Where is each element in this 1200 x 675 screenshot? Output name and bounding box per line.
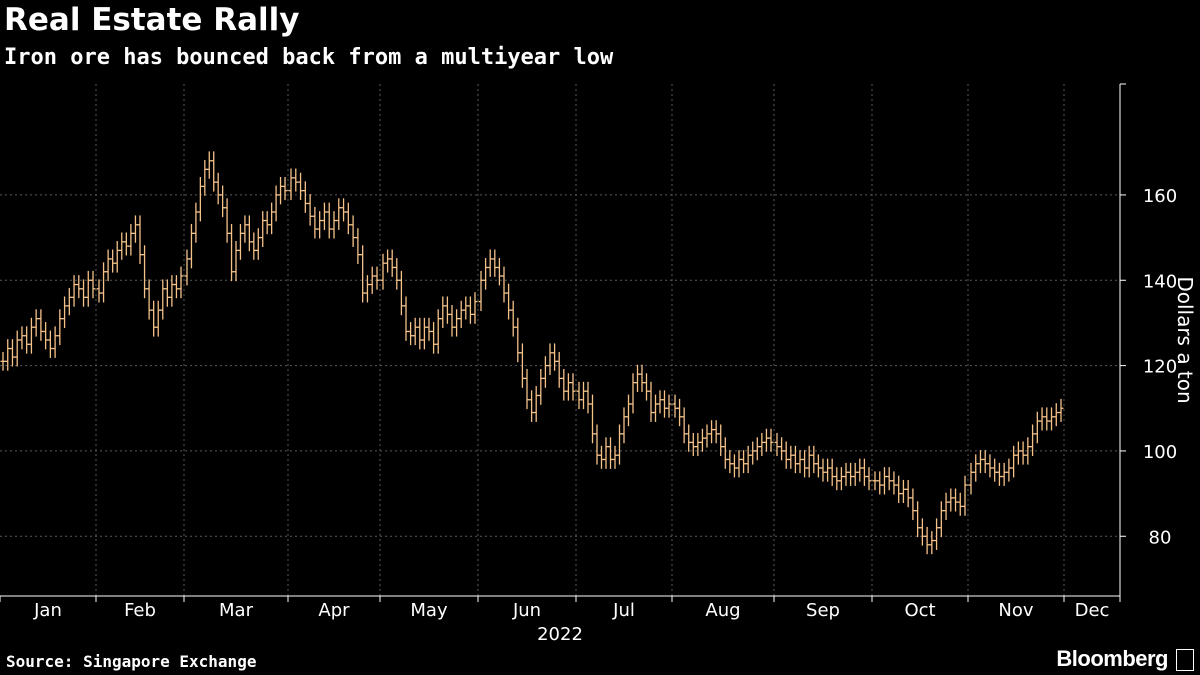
y-tick-label: 80 (1149, 527, 1172, 548)
x-tick-label: Mar (219, 600, 254, 621)
chart-title: Real Estate Rally (4, 2, 300, 38)
y-tick-label: 120 (1143, 357, 1177, 378)
y-tick-label: 160 (1143, 186, 1177, 207)
x-tick-label: Nov (998, 600, 1033, 621)
brand-logo: Bloomberg (1056, 646, 1168, 671)
x-tick-label: Dec (1075, 600, 1110, 621)
source-note: Source: Singapore Exchange (6, 652, 257, 671)
x-tick-label: Jul (612, 600, 635, 621)
x-tick-label: Sep (806, 600, 840, 621)
x-tick-label: Jun (512, 600, 541, 621)
x-tick-label: Jan (33, 600, 62, 621)
chart-subtitle: Iron ore has bounced back from a multiye… (4, 45, 614, 70)
x-tick-label: May (410, 600, 448, 621)
y-axis-label: Dollars a ton (1173, 276, 1197, 404)
x-tick-label: Feb (124, 600, 156, 621)
bloomberg-terminal-icon (1176, 649, 1194, 671)
y-tick-label: 100 (1143, 442, 1177, 463)
x-tick-label: Aug (705, 600, 740, 621)
x-tick-label: Apr (318, 600, 350, 621)
x-axis-year-label: 2022 (537, 624, 583, 645)
x-tick-label: Oct (904, 600, 935, 621)
y-tick-label: 140 (1143, 271, 1177, 292)
